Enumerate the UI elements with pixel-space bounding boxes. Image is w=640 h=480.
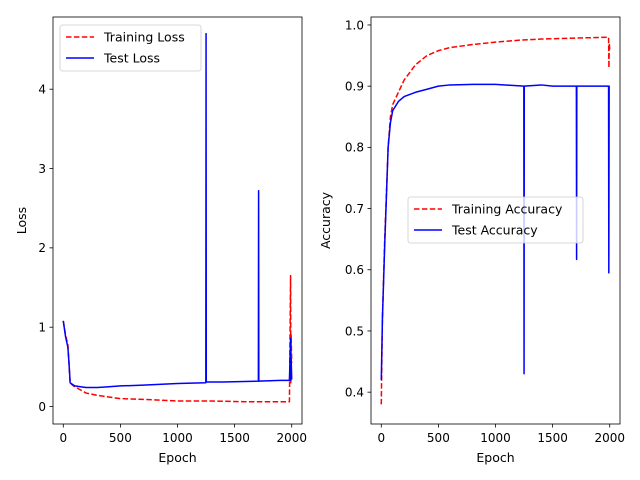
x-axis-label: Epoch [476,450,514,465]
plot-area [380,36,611,405]
x-tick-label: 2000 [594,431,625,445]
y-tick-label: 1.0 [345,18,364,32]
x-tick-label: 1000 [162,431,193,445]
y-tick-label: 3 [38,162,46,176]
legend-label: Training Accuracy [451,202,563,217]
x-tick-label: 2000 [276,431,307,445]
y-tick-label: 0.8 [345,141,364,155]
legend-label: Training Loss [103,30,185,45]
y-tick-label: 0.6 [345,263,364,277]
x-tick-label: 0 [377,431,385,445]
x-tick-label: 1500 [219,431,250,445]
x-tick-label: 0 [59,431,67,445]
series-line-test-accuracy [380,83,610,380]
legend-box [59,24,202,72]
legend: Training Accuracy Test Accuracy [407,196,584,244]
series-line-test-loss [62,32,293,389]
x-axis-label: Epoch [158,450,196,465]
legend-label: Test Loss [103,51,160,66]
y-axis-label: Accuracy [318,191,333,249]
y-tick-label: 0.5 [345,324,364,338]
y-tick-label: 1 [38,321,46,335]
x-tick-label: 500 [109,431,132,445]
x-tick-label: 1500 [537,431,568,445]
y-tick-label: 2 [38,241,46,255]
legend: Training Loss Test Loss [59,24,202,72]
y-tick-label: 0.4 [345,385,364,399]
y-axis-label: Loss [14,207,29,234]
x-tick-label: 1000 [480,431,511,445]
y-tick-label: 0 [38,400,46,414]
loss-chart: 0 500 1000 1500 2000 0 1 2 3 4 Epoch Loss Training L… [14,16,307,465]
legend-label: Test Accuracy [451,223,538,238]
y-tick-label: 0.9 [345,79,364,93]
x-tick-label: 500 [427,431,450,445]
y-tick-label: 0.7 [345,202,364,216]
y-tick-label: 4 [38,82,46,96]
legend-box [407,196,584,244]
accuracy-chart: 0 500 1000 1500 2000 0.4 0.5 0.6 0.7 0.8 0.9 1.0 Epo… [318,16,625,465]
plot-area [62,32,293,403]
